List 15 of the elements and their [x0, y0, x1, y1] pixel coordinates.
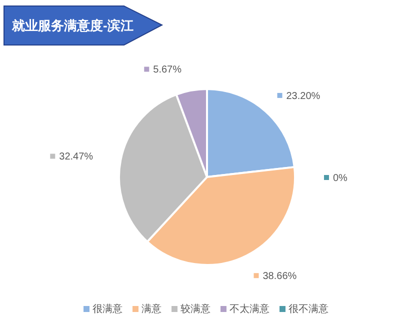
legend-label: 不太满意 [230, 303, 270, 315]
data-label-很满意: 23.20% [277, 90, 320, 102]
legend-label: 满意 [142, 303, 162, 315]
data-label: 23.20% [286, 90, 320, 102]
data-label: 38.66% [262, 271, 297, 282]
data-label: 5.67% [153, 64, 182, 76]
data-label-较满意: 32.47% [50, 152, 94, 163]
chart-title: 就业服务满意度-滨江 [11, 18, 134, 33]
data-label: 32.47% [59, 152, 94, 163]
legend-label: 很满意 [92, 303, 122, 315]
legend-label: 很不满意 [288, 303, 328, 315]
data-label-不太满意: 5.67% [144, 64, 182, 76]
data-label-满意: 38.66% [254, 271, 297, 282]
data-label-很不满意: 0% [324, 173, 348, 184]
legend-label: 较满意 [180, 303, 210, 315]
